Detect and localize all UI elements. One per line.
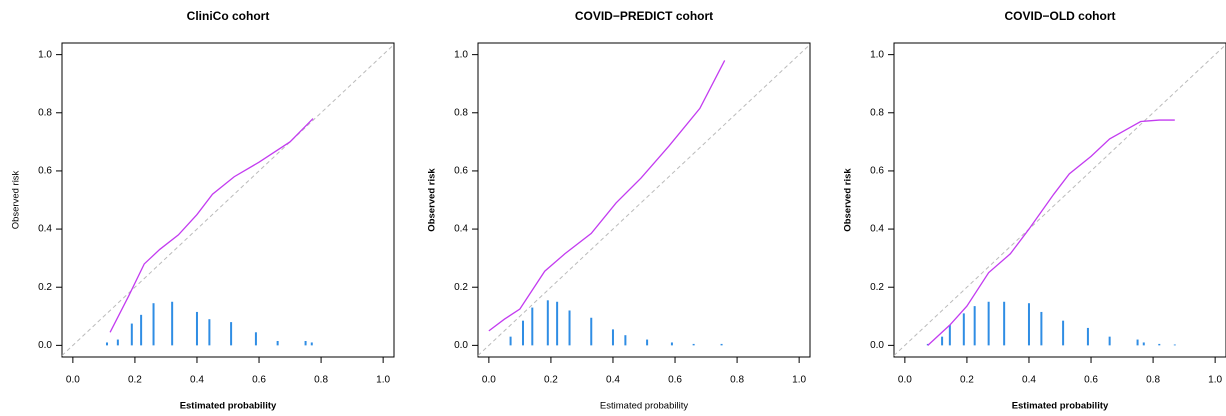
y-tick-label: 0.0 xyxy=(870,340,884,351)
y-tick-label: 1.0 xyxy=(870,49,884,60)
x-tick-label: 1.0 xyxy=(792,375,806,386)
y-tick-label: 0.4 xyxy=(870,224,884,235)
x-tick-label: 0.8 xyxy=(1146,375,1160,386)
chart-title: CliniCo cohort xyxy=(187,9,270,23)
y-tick-label: 0.6 xyxy=(454,166,468,177)
y-tick-label: 0.6 xyxy=(870,166,884,177)
y-tick-label: 1.0 xyxy=(454,49,468,60)
y-tick-label: 0.8 xyxy=(38,107,52,118)
y-tick-label: 1.0 xyxy=(38,49,52,60)
x-tick-label: 0.6 xyxy=(1084,375,1098,386)
panel: COVID−OLD cohort 0.0 0.2 0.4 0.6 0.8 1.0 0.0 0.2… xyxy=(843,9,1226,412)
reference-line xyxy=(477,44,811,356)
y-tick-label: 0.4 xyxy=(38,224,52,235)
x-tick-label: 0.4 xyxy=(606,375,620,386)
x-tick-label: 0.4 xyxy=(190,375,204,386)
y-axis-label: Observed risk xyxy=(11,170,22,229)
panel: CliniCo cohort 0.0 0.2 0.4 0.6 0.8 1.0 0.0 0.2 0.… xyxy=(11,9,395,412)
calibration-curve xyxy=(109,118,314,333)
y-tick-label: 0.2 xyxy=(38,282,52,293)
y-axis-label: Observed risk xyxy=(843,168,854,232)
x-axis-label: Estimated probability xyxy=(180,401,277,412)
x-tick-label: 0.6 xyxy=(252,375,266,386)
x-tick-label: 0.0 xyxy=(66,375,80,386)
calibration-curve xyxy=(927,119,1175,346)
chart-title: COVID−PREDICT cohort xyxy=(575,9,713,23)
calibration-curve xyxy=(488,60,726,332)
x-tick-label: 1.0 xyxy=(376,375,390,386)
x-tick-label: 0.4 xyxy=(1022,375,1036,386)
plot-frame xyxy=(477,42,811,358)
y-tick-label: 0.4 xyxy=(454,224,468,235)
x-axis-label: Estimated probability xyxy=(600,401,688,412)
reference-line xyxy=(61,44,395,356)
x-tick-label: 0.0 xyxy=(482,375,496,386)
y-tick-label: 0.2 xyxy=(454,282,468,293)
y-tick-label: 0.8 xyxy=(870,107,884,118)
x-tick-label: 0.2 xyxy=(128,375,142,386)
x-tick-label: 0.8 xyxy=(730,375,744,386)
chart-title: COVID−OLD cohort xyxy=(1004,9,1115,23)
y-tick-label: 0.2 xyxy=(870,282,884,293)
x-tick-label: 0.8 xyxy=(314,375,328,386)
y-tick-label: 0.0 xyxy=(38,340,52,351)
y-tick-label: 0.8 xyxy=(454,107,468,118)
plot-frame xyxy=(61,42,395,358)
plot-frame xyxy=(893,42,1226,358)
x-tick-label: 1.0 xyxy=(1208,375,1222,386)
x-tick-label: 0.0 xyxy=(898,375,912,386)
y-tick-label: 0.6 xyxy=(38,166,52,177)
reference-line xyxy=(893,44,1226,356)
y-tick-label: 0.0 xyxy=(454,340,468,351)
x-tick-label: 0.2 xyxy=(960,375,974,386)
x-tick-label: 0.6 xyxy=(668,375,682,386)
x-axis-label: Estimated probability xyxy=(1012,401,1109,412)
y-axis-label: Observed risk xyxy=(427,168,438,232)
panel: COVID−PREDICT cohort 0.0 0.2 0.4 0.6 0.8 1.0 0.… xyxy=(427,9,811,412)
x-tick-label: 0.2 xyxy=(544,375,558,386)
